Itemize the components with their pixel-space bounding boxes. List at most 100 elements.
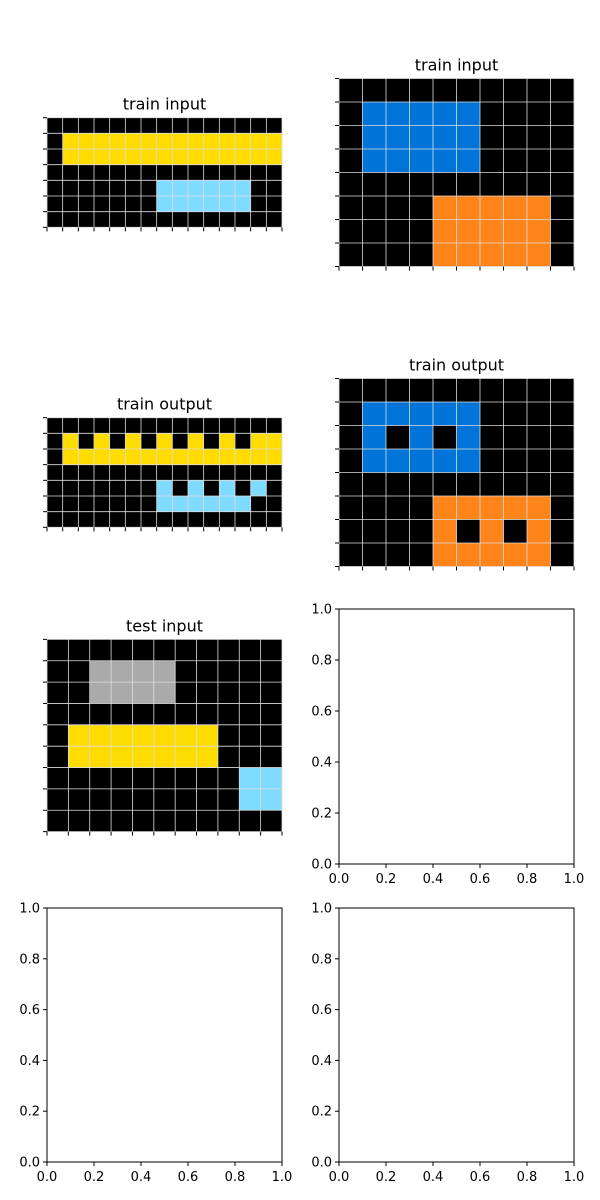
y-tick-label: 0.6	[19, 1003, 40, 1018]
grid-cell	[260, 682, 282, 704]
grid-cell	[132, 810, 154, 832]
grid-cell	[203, 133, 220, 149]
grid-cell	[188, 117, 204, 134]
grid-cell	[125, 133, 141, 149]
grid-cell	[156, 511, 173, 528]
grid-cell	[550, 102, 574, 126]
grid-cell	[235, 449, 251, 465]
grid-cell	[266, 196, 282, 212]
grid-cell	[203, 449, 220, 465]
grid-cell	[47, 164, 63, 181]
grid-cell	[62, 164, 79, 181]
grid-cell	[386, 102, 410, 126]
grid-cell	[125, 117, 141, 134]
grid-cell	[527, 196, 551, 220]
grid-cell	[47, 767, 69, 789]
x-tick-label: 0.2	[376, 872, 397, 887]
empty-axes	[338, 608, 575, 865]
grid-cell	[550, 449, 574, 473]
grid-cell	[433, 149, 457, 173]
grid-cell	[188, 196, 204, 212]
grid-cell	[362, 172, 386, 196]
grid-cell	[188, 511, 204, 528]
grid-cell	[203, 149, 220, 165]
grid-cell	[203, 117, 220, 134]
grid-cell	[409, 425, 433, 449]
grid-cell	[68, 660, 90, 683]
grid-cell	[362, 449, 386, 473]
grid-cell	[156, 449, 173, 465]
grid-cell	[78, 117, 94, 134]
grid-cell	[527, 402, 551, 426]
grid-cell	[47, 480, 63, 496]
grid-cell	[89, 682, 112, 704]
y-tick-label: 0.4	[311, 1054, 332, 1069]
grid-cell	[175, 810, 197, 832]
grid-cell	[339, 149, 363, 173]
grid-cell	[153, 660, 176, 683]
grid-cell	[172, 196, 188, 212]
grid-cell	[132, 660, 154, 683]
grid-cell	[386, 219, 410, 243]
grid-cell	[235, 133, 251, 149]
x-tick-label: 0.6	[470, 872, 491, 887]
grid-cell	[339, 449, 363, 473]
grid-cell	[47, 180, 63, 196]
grid-cell	[111, 682, 133, 704]
grid-cell	[62, 149, 79, 165]
grid-cell	[250, 180, 267, 196]
grid-cell	[172, 449, 188, 465]
grid-cell	[196, 788, 218, 811]
grid-cell	[260, 810, 282, 832]
grid-cell	[235, 480, 251, 496]
grid-cell	[386, 378, 410, 402]
grid-cell	[141, 449, 157, 465]
grid-cell	[141, 211, 157, 228]
grid-cell	[175, 788, 197, 811]
grid-cell	[250, 196, 267, 212]
grid-cell	[47, 788, 69, 811]
grid-cell	[235, 417, 251, 434]
grid-cell	[480, 196, 504, 220]
panel-title: train input	[415, 56, 498, 75]
grid-cell	[239, 788, 261, 811]
grid-cell	[68, 746, 90, 768]
grid-cell	[456, 402, 480, 426]
grid-cell	[409, 472, 433, 496]
grid-cell	[527, 519, 551, 543]
grid-cell	[239, 682, 261, 704]
grid-cell	[219, 449, 235, 465]
grid-cell	[141, 480, 157, 496]
grid-cell	[362, 519, 386, 543]
grid-cell	[89, 724, 112, 747]
grid-cell	[188, 496, 204, 512]
grid-cell	[433, 519, 457, 543]
grid-cell	[550, 402, 574, 426]
grid-cell	[339, 519, 363, 543]
grid-cell	[109, 511, 126, 528]
x-tick-label: 0.0	[329, 872, 350, 887]
grid-cell	[141, 496, 157, 512]
grid-cell	[480, 496, 504, 520]
grid-cell	[219, 164, 235, 181]
grid-cell	[68, 810, 90, 832]
grid-cell	[175, 703, 197, 725]
grid-cell	[196, 682, 218, 704]
grid-cell	[94, 196, 110, 212]
grid-cell	[219, 480, 235, 496]
grid-cell	[141, 196, 157, 212]
grid-cell	[239, 703, 261, 725]
grid-cell	[47, 196, 63, 212]
grid-cell	[203, 480, 220, 496]
grid-cell	[125, 511, 141, 528]
grid-cell	[250, 164, 267, 181]
grid-cell	[456, 219, 480, 243]
x-tick-label: 0.2	[84, 1170, 105, 1185]
grid-cell	[62, 211, 79, 228]
empty-axes	[338, 907, 575, 1163]
grid-cell	[250, 449, 267, 465]
grid-cell	[94, 511, 110, 528]
grid-cell	[503, 378, 527, 402]
grid-cell	[339, 172, 363, 196]
